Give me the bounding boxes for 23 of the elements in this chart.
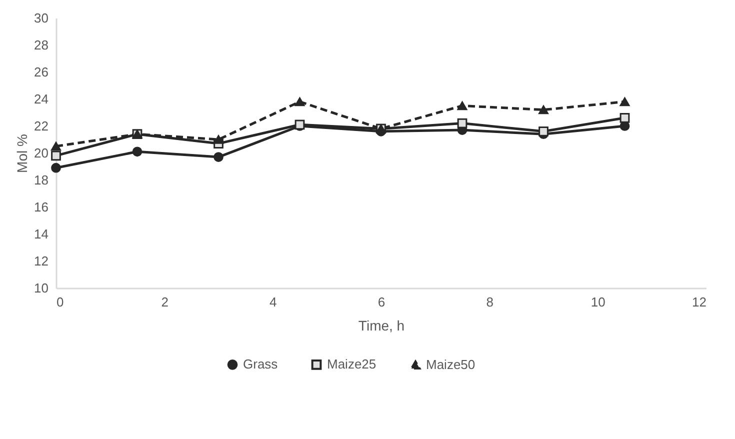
y-tick-label: 10 [34, 280, 48, 296]
y-tick-label: 20 [34, 146, 48, 160]
x-tick-label: 2 [161, 294, 168, 310]
y-tick-label: 24 [34, 92, 48, 106]
x-tick-label: 10 [590, 294, 606, 310]
y-tick-label: 14 [34, 226, 48, 242]
y-axis-title: Mol % [14, 134, 30, 173]
x-axis-title: Time, h [358, 318, 405, 334]
x-tick-label: 6 [378, 294, 386, 310]
legend-label: Grass [243, 356, 278, 372]
y-tick-label: 16 [34, 200, 48, 214]
y-tick-label: 12 [34, 254, 48, 268]
y-tick-label: 30 [34, 10, 48, 26]
x-tick-label: 8 [486, 294, 494, 310]
x-tick-label: 4 [270, 294, 277, 310]
y-tick-label: 22 [34, 118, 48, 134]
x-tick-label: 0 [56, 294, 64, 310]
x-tick-label: 12 [692, 294, 706, 310]
y-tick-label: 26 [34, 64, 48, 80]
legend-label: Maize25 [327, 356, 376, 372]
y-tick-label: 28 [34, 38, 48, 52]
y-tick-label: 18 [34, 172, 48, 188]
legend-label: Maize50 [426, 356, 476, 372]
